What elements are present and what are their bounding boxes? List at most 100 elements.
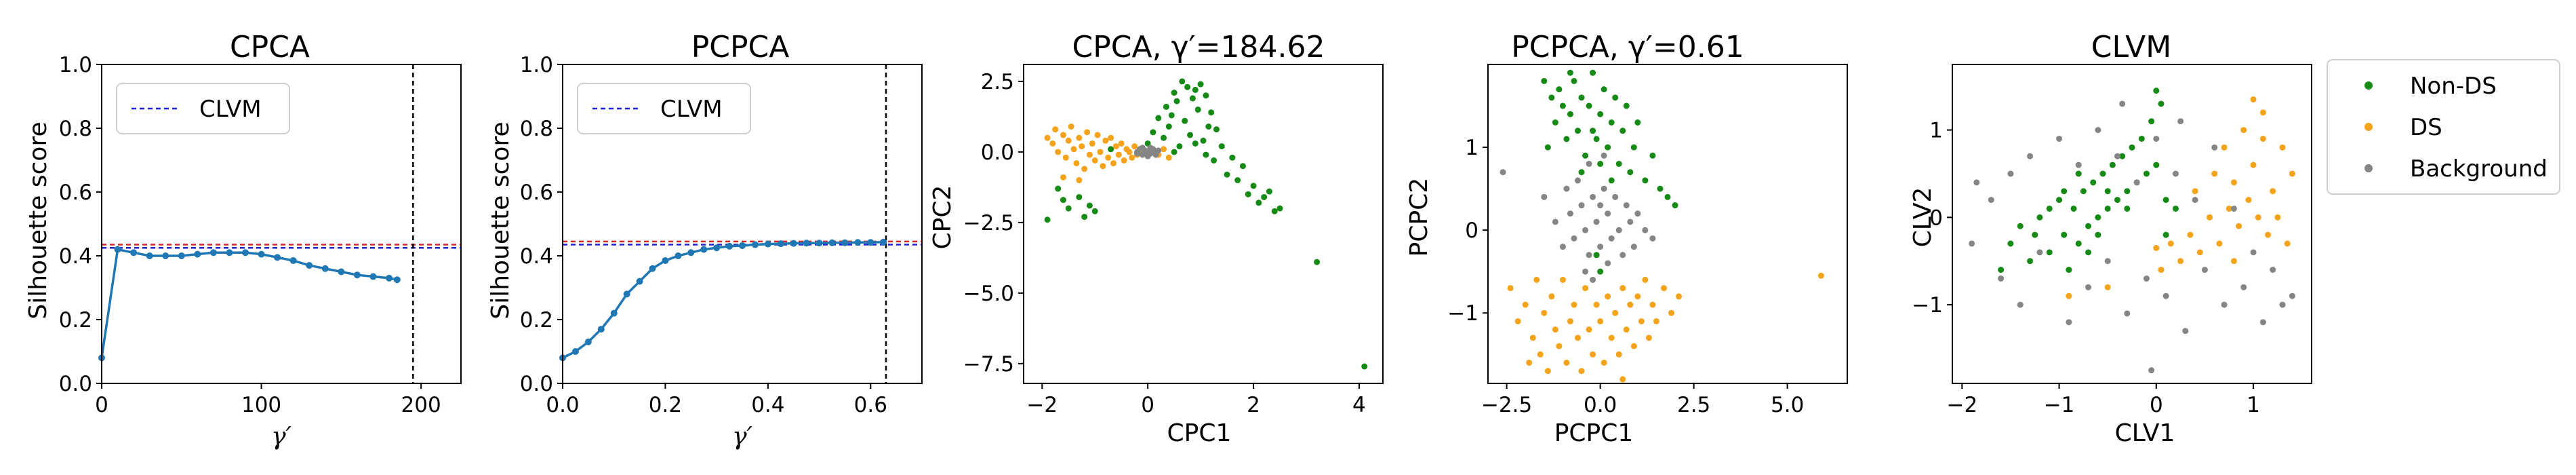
- scatter-point-non-ds: [2104, 205, 2111, 212]
- scatter-point-non-ds: [2114, 197, 2121, 204]
- scatter-point-ds: [1062, 154, 1069, 161]
- scatter-point-ds: [2230, 179, 2237, 186]
- scatter-point-background: [1630, 244, 1637, 250]
- scatter-point-ds: [1129, 154, 1135, 161]
- scatter-point-non-ds: [1044, 216, 1051, 223]
- panel-4-xlabel: PCPC1: [1554, 419, 1634, 447]
- scatter-point-ds: [1089, 140, 1095, 147]
- y-tick-label: 0.8: [59, 117, 92, 141]
- scatter-point-ds: [1556, 343, 1563, 349]
- scatter-point-ds: [1630, 343, 1637, 349]
- scatter-point-background: [1571, 235, 1577, 242]
- scatter-point-background: [2201, 267, 2208, 273]
- silhouette-line: [562, 241, 884, 359]
- x-tick-label: −2.5: [1481, 393, 1532, 417]
- scatter-point-ds: [2255, 214, 2261, 221]
- panel-cpca-sweep: CPCA Silhouette score γ′ 0 100 200 0.0 0.2 0.…: [24, 30, 462, 451]
- scatter-point-non-ds: [1182, 117, 1188, 124]
- x-tick-label: 0.6: [854, 393, 887, 417]
- scatter-point-ds: [2284, 240, 2291, 247]
- scatter-point-background: [1627, 218, 1634, 225]
- scatter-point-non-ds: [1672, 202, 1678, 209]
- scatter-point-background: [2075, 162, 2082, 168]
- scatter-point-ds: [1590, 351, 1596, 358]
- scatter-point-non-ds: [2099, 170, 2106, 177]
- scatter-point-background: [1649, 235, 1656, 242]
- scatter-point-ds: [2167, 240, 2174, 247]
- panel-2-axes: 0.0 0.2 0.4 0.6 0.0 0.2 0.4 0.6 0.8 1.0 CLVM: [520, 53, 923, 417]
- panel-cpca-scatter: CPCA, γ′=184.62 CPC2 CPC1 −2 0 2 4 2.5 0.0 −2.…: [929, 30, 1384, 447]
- scatter-point-non-ds: [1649, 152, 1656, 159]
- scatter-point-background: [2289, 292, 2295, 299]
- scatter-point-ds: [1615, 351, 1622, 358]
- y-tick-label: 1.0: [520, 53, 553, 77]
- x-tick-label: 2: [1247, 393, 1260, 417]
- scatter-point-background: [2095, 127, 2101, 134]
- scatter-point-ds: [2230, 258, 2237, 265]
- silhouette-point: [662, 257, 669, 265]
- scatter-point-non-ds: [1544, 144, 1551, 151]
- x-tick-label: 2.5: [1677, 393, 1710, 417]
- silhouette-point: [114, 246, 121, 253]
- scatter-point-non-ds: [1271, 208, 1278, 214]
- scatter-point-background: [2056, 135, 2063, 142]
- scatter-point-ds: [1586, 326, 1592, 333]
- scatter-point-non-ds: [1567, 69, 1573, 76]
- scatter-point-background: [1586, 160, 1592, 167]
- scatter-point-background: [2148, 367, 2155, 374]
- scatter-point-non-ds: [1608, 177, 1615, 184]
- panel-1-ylabel: Silhouette score: [24, 121, 52, 319]
- panel-4-ylabel: PCPC2: [1405, 178, 1433, 257]
- scatter-point-ds: [1817, 272, 1824, 279]
- legend-label-background: Background: [2410, 155, 2548, 183]
- scatter-point-non-ds: [1081, 214, 1088, 221]
- silhouette-point: [571, 348, 579, 355]
- scatter-point-ds: [1060, 132, 1066, 138]
- y-tick-label: 0.4: [520, 244, 553, 269]
- scatter-point-non-ds: [1161, 134, 1167, 141]
- scatter-point-non-ds: [1086, 202, 1093, 209]
- legend-marker-non-ds: [2364, 81, 2373, 90]
- x-tick-label: 4: [1352, 393, 1366, 417]
- scatter-point-background: [1582, 268, 1589, 275]
- scatter-point-non-ds: [1065, 205, 1072, 212]
- scatter-point-background: [2066, 319, 2072, 326]
- scatter-point-non-ds: [1590, 128, 1596, 134]
- panel-2-xlabel: γ′: [732, 423, 752, 451]
- scatter-point-ds: [2240, 127, 2247, 134]
- scatter-point-non-ds: [2061, 231, 2068, 238]
- scatter-point-non-ds: [1060, 197, 1066, 204]
- panel-5-title: CLVM: [2091, 30, 2171, 64]
- scatter-point-background: [1147, 145, 1154, 151]
- panel-3-xlabel: CPC1: [1167, 419, 1232, 447]
- scatter-point-non-ds: [1203, 151, 1209, 158]
- scatter-point-non-ds: [1229, 154, 1236, 161]
- scatter-point-non-ds: [2085, 223, 2092, 229]
- scatter-point-ds: [1507, 285, 1514, 292]
- scatter-point-ds: [1522, 301, 1529, 308]
- scatter-point-background: [2259, 319, 2266, 326]
- scatter-point-non-ds: [1593, 136, 1600, 142]
- scatter-point-non-ds: [1189, 95, 1196, 102]
- scatter-point-ds: [2250, 96, 2257, 103]
- scatter-point-non-ds: [1601, 86, 1607, 93]
- y-tick-label: 1.0: [59, 53, 92, 77]
- scatter-point-ds: [1115, 151, 1122, 158]
- scatter-point-ds: [1076, 134, 1083, 141]
- scatter-point-ds: [2066, 292, 2072, 299]
- silhouette-point: [306, 262, 313, 269]
- panel-4-axes: −2.5 0.0 2.5 5.0 1 0 −1: [1447, 64, 1848, 417]
- scatter-point-ds: [2259, 109, 2266, 116]
- silhouette-point: [242, 249, 249, 256]
- scatter-point-ds: [2207, 214, 2213, 221]
- x-tick-label: 0: [2150, 393, 2163, 417]
- scatter-point-background: [2182, 328, 2189, 335]
- silhouette-point: [369, 273, 377, 280]
- scatter-point-non-ds: [1192, 140, 1199, 147]
- scatter-point-non-ds: [1076, 193, 1083, 200]
- scatter-point-non-ds: [1552, 119, 1558, 126]
- scatter-point-ds: [1638, 318, 1645, 324]
- scatter-point-background: [1541, 193, 1548, 200]
- scatter-point-ds: [1605, 293, 1611, 300]
- scatter-point-background: [1139, 145, 1146, 151]
